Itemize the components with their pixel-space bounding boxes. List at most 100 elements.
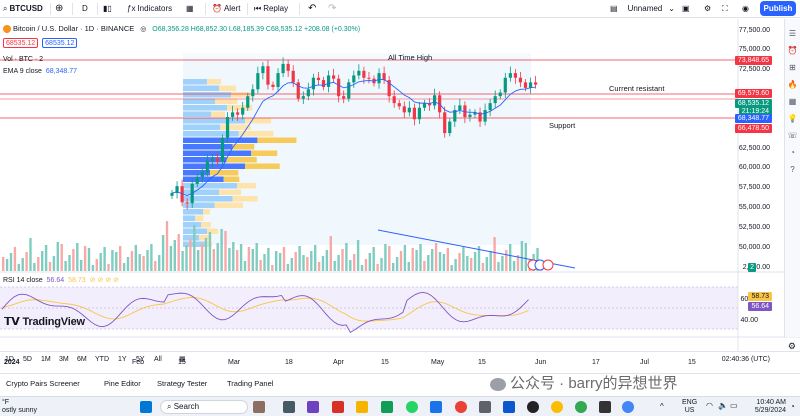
candle-body: [195, 176, 199, 184]
watermark: 公众号 · barry的异想世界: [490, 372, 678, 393]
app-icon-5[interactable]: [527, 401, 539, 413]
range-button-all[interactable]: All: [154, 356, 162, 363]
publish-button[interactable]: Publish: [760, 1, 796, 16]
hotlist-icon[interactable]: 🔥: [787, 80, 798, 89]
start-icon[interactable]: [140, 401, 152, 413]
indicators-button[interactable]: ƒx Indicators: [127, 2, 172, 16]
candle-body: [382, 73, 386, 81]
volume-bar: [146, 250, 149, 271]
volume-bar: [399, 251, 403, 271]
range-button-5y[interactable]: 5Y: [136, 356, 145, 363]
support-label[interactable]: Support: [549, 121, 576, 130]
volume-bar: [446, 248, 449, 271]
app-icon-7[interactable]: [575, 401, 587, 413]
symbol-title: Bitcoin / U.S. Dollar · 1D · BINANCE: [12, 24, 135, 33]
teams-icon[interactable]: [307, 401, 319, 413]
app-icon-6[interactable]: [551, 401, 563, 413]
volume-bar: [107, 264, 110, 271]
app-icon-9[interactable]: [622, 401, 634, 413]
file-explorer-icon[interactable]: [356, 401, 368, 413]
panel-tab-2[interactable]: Strategy Tester: [157, 379, 208, 388]
panel-tab-1[interactable]: Pine Editor: [104, 379, 141, 388]
ideas-icon[interactable]: 💡: [787, 114, 798, 123]
candle-body: [357, 70, 361, 76]
compare-icon[interactable]: ⊕: [55, 3, 64, 14]
volume-bar: [470, 258, 473, 271]
battery-icon[interactable]: ▭: [730, 401, 738, 410]
undo-icon[interactable]: ↶: [308, 3, 317, 14]
snapshot-icon[interactable]: ◉: [742, 4, 749, 13]
panel-tab-0[interactable]: Crypto Pairs Screener: [6, 379, 80, 388]
resistance-label[interactable]: Current resistant: [609, 84, 665, 93]
range-button-ytd[interactable]: YTD: [95, 356, 109, 363]
candle-body: [518, 77, 523, 83]
event-marker[interactable]: [542, 259, 554, 271]
tradingview-logo[interactable]: 𝗧𝗩 TradingView: [4, 316, 85, 328]
range-button-1d[interactable]: 1D: [5, 356, 14, 363]
store-icon[interactable]: [381, 401, 393, 413]
interval-button[interactable]: D: [82, 4, 88, 13]
fullscreen-icon[interactable]: ⛶: [722, 4, 728, 13]
alerts-icon[interactable]: ⏰: [787, 46, 798, 55]
whatsapp-icon[interactable]: [406, 401, 418, 413]
volume-bar: [228, 248, 231, 271]
watchlist-icon[interactable]: ☰: [788, 29, 797, 38]
templates-icon[interactable]: ▦: [186, 4, 194, 13]
taskbar-search[interactable]: ⌕ Search: [160, 400, 248, 414]
animal-widget-icon[interactable]: [253, 401, 265, 413]
weather-widget[interactable]: °F ostly sunny: [2, 399, 38, 414]
alert-button[interactable]: ⏰ Alert: [212, 2, 240, 16]
app-icon-2[interactable]: [430, 401, 442, 413]
layout-grid-icon[interactable]: ▣: [682, 4, 690, 13]
tray-chevron-icon[interactable]: ^: [660, 402, 664, 411]
chart-area[interactable]: Bitcoin / U.S. Dollar · 1D · BINANCE ◎ O…: [0, 19, 800, 366]
candle-body: [301, 96, 305, 99]
range-button-5d[interactable]: 5D: [23, 356, 32, 363]
buy-price-box[interactable]: 68535.12: [42, 38, 78, 48]
chat-icon[interactable]: ☏: [787, 131, 798, 140]
clock[interactable]: 10:40 AM 5/29/2024: [754, 399, 786, 414]
app-icon[interactable]: [332, 401, 344, 413]
candle-body: [534, 82, 538, 85]
app-icon-4[interactable]: [503, 401, 515, 413]
range-button-1m[interactable]: 1M: [41, 356, 51, 363]
volume-profile-bar: [183, 137, 258, 143]
volume-profile-bar: [201, 222, 211, 228]
layout-name[interactable]: ▤ Unnamed ⌄: [610, 2, 675, 16]
data-window-icon[interactable]: ⊞: [789, 63, 796, 72]
candle-body: [286, 63, 290, 71]
app-icon-3[interactable]: [479, 401, 491, 413]
notifications-icon[interactable]: ◔: [790, 148, 795, 157]
notification-icon[interactable]: ◔: [790, 402, 795, 411]
goto-date-icon[interactable]: ▦: [179, 356, 186, 363]
price-axis-label: 50,000.00: [738, 244, 770, 251]
redo-icon[interactable]: ↷: [328, 3, 337, 14]
volume-icon[interactable]: 🔈: [718, 401, 728, 410]
language-indicator[interactable]: ENG US: [682, 399, 698, 414]
axis-settings-icon[interactable]: ⚙: [787, 341, 796, 351]
replay-button[interactable]: ⏮ Replay: [254, 2, 288, 16]
wifi-icon[interactable]: ◠: [706, 401, 713, 410]
range-button-1y[interactable]: 1Y: [118, 356, 127, 363]
app-icon-8[interactable]: [599, 401, 611, 413]
symbol-search[interactable]: ⌕ BTCUSD: [3, 2, 43, 16]
ath-label[interactable]: All Time High: [388, 53, 433, 62]
utc-clock[interactable]: 02:40:36 (UTC): [721, 356, 770, 363]
candle-body: [251, 89, 255, 97]
range-button-6m[interactable]: 6M: [77, 356, 87, 363]
volume-profile-bar: [211, 111, 225, 117]
settings-icon[interactable]: ⚙: [704, 4, 712, 13]
candle-body: [316, 77, 321, 81]
range-button-3m[interactable]: 3M: [59, 356, 69, 363]
eye-icon[interactable]: ◎: [140, 26, 147, 33]
volume-profile-bar: [183, 176, 224, 182]
help-icon[interactable]: ?: [790, 165, 795, 174]
sell-price-box[interactable]: 68535.12: [3, 38, 39, 48]
chart-type-icon[interactable]: ▮▯: [103, 4, 112, 13]
candle-body: [453, 110, 457, 122]
panel-tab-3[interactable]: Trading Panel: [227, 379, 274, 388]
task-view-icon[interactable]: [283, 401, 295, 413]
chrome-icon[interactable]: [455, 401, 467, 413]
calendar-icon[interactable]: ▦: [788, 97, 797, 106]
volume-profile-bar: [183, 183, 237, 189]
